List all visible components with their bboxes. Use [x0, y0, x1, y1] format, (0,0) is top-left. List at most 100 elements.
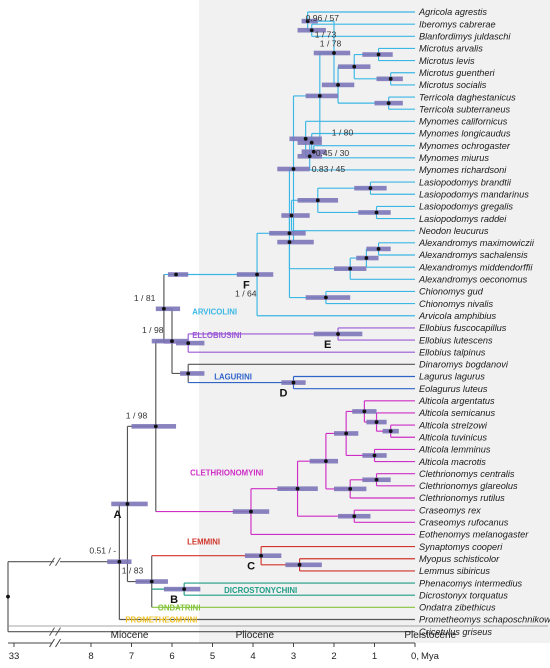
hpd-bar: [244, 553, 282, 559]
axis-tick-label: 2: [331, 651, 336, 662]
node-dot: [376, 247, 381, 251]
node-dot: [309, 140, 314, 145]
taxon-label: Alexandromys oeconomus: [418, 275, 528, 285]
node-letter: E: [324, 339, 331, 351]
hpd-bar: [167, 272, 189, 277]
axis-break-mark: [49, 627, 55, 636]
taxon-label: Ellobius fuscocapillus: [419, 323, 507, 333]
axis-break-mark: [55, 627, 61, 636]
taxon-label: Synaptomys cooperi: [419, 542, 503, 552]
taxon-label: Eothenomys melanogaster: [419, 530, 529, 540]
taxon-label: Mynomes richardsoni: [419, 165, 507, 175]
support-value: 1 / 81: [134, 293, 156, 303]
support-value: 1 / 80: [332, 128, 354, 138]
node-dot: [336, 83, 340, 87]
axis-break-mark: [55, 638, 61, 648]
node-dot: [388, 429, 393, 434]
taxon-label: Neodon leucurus: [419, 226, 489, 236]
hpd-bar: [281, 213, 310, 218]
taxon-label: Chionomys gud: [419, 287, 484, 297]
taxon-label: Microtus arvalis: [419, 44, 483, 54]
taxon-label: Alticola macrotis: [418, 457, 486, 467]
node-dot: [182, 587, 187, 592]
node-letter: B: [170, 594, 178, 606]
support-value: 1 / 83: [122, 566, 144, 576]
hpd-bar: [358, 210, 391, 215]
node-dot: [315, 198, 320, 203]
node-dot: [336, 332, 340, 336]
taxon-label: Agricola agrestis: [418, 7, 487, 17]
tribe-label: LEMMINI: [187, 538, 220, 547]
taxon-label: Alexandromys middendorffii: [418, 262, 533, 272]
support-value: 1 / 78: [320, 38, 342, 48]
axis-tick-label: 7: [129, 651, 134, 662]
taxon-label: Craseomys rufocanus: [419, 518, 509, 528]
node-letter-labels: A F E D C B: [113, 280, 331, 607]
epoch-label: Pleistocene: [404, 630, 456, 641]
support-value: 1 / 64: [235, 289, 257, 299]
node-dot: [291, 380, 296, 385]
node-dot: [289, 213, 294, 218]
node-dot: [287, 240, 292, 244]
axis-break-mark: [49, 557, 55, 566]
taxon-label: Microtus guentheri: [419, 68, 496, 78]
tribe-label: PROMETHEOMYINI: [125, 616, 197, 625]
support-value: 0.51 / -: [89, 546, 116, 556]
taxon-label: Clethrionomys centralis: [419, 469, 515, 479]
hpd-bar: [111, 501, 148, 507]
hpd-bar: [301, 18, 318, 24]
node-dot: [125, 502, 130, 506]
node-dot: [249, 509, 253, 514]
hpd-bar: [305, 93, 339, 99]
node-dot: [317, 94, 322, 98]
taxon-label: Alticola lemminus: [418, 445, 491, 455]
hpd-bar: [155, 306, 181, 312]
node-dot: [174, 272, 178, 277]
axis-tick-label: 1: [372, 651, 377, 662]
node-dot: [186, 341, 191, 345]
hpd-bar: [305, 295, 351, 300]
hpd-bar: [236, 272, 274, 277]
hpd-bar: [285, 562, 322, 568]
time-axis: 33 8 7 6 5 4 3 2 1 0, Mya Miocene Pliocene Pleistocen…: [8, 625, 548, 662]
node-dot: [324, 459, 328, 464]
hpd-bar: [309, 458, 339, 464]
taxon-label: Alexandromys maximowiczii: [418, 238, 535, 248]
taxon-label: Microtus levis: [419, 56, 475, 66]
node-dot: [362, 409, 367, 414]
support-value: 1 / 98: [142, 325, 164, 335]
hpd-bar: [269, 230, 306, 236]
node-dot: [388, 76, 393, 81]
epoch-label: Pliocene: [236, 630, 275, 641]
hpd-bar: [131, 424, 177, 429]
taxon-label: Terricola subterraneus: [419, 104, 510, 114]
node-letter: A: [113, 509, 121, 521]
node-dot: [348, 486, 353, 491]
taxon-label: Blanfordimys juldaschi: [419, 32, 511, 42]
hpd-bar: [313, 50, 351, 56]
axis-tick-label: 0,: [411, 651, 419, 662]
taxon-label: Mynomes ochrogaster: [419, 141, 511, 151]
axis-break-mark: [49, 638, 55, 648]
node-dot: [153, 424, 158, 429]
axis-break-mark: [55, 557, 61, 566]
taxon-label: Alticola argentatus: [418, 396, 495, 406]
support-labels: 0.96 / 57 1 / 731 / 78 1 / 80 0.45 / 30 0.83…: [89, 13, 353, 575]
node-dot: [386, 101, 391, 106]
taxon-label: Lasiopodomys mandarinus: [419, 189, 529, 199]
axis-tick-label: 8: [88, 651, 93, 662]
taxon-label: Mynomes californicus: [419, 117, 508, 127]
taxon-label: Iberomys cabrerae: [419, 19, 496, 29]
node-letter: F: [243, 280, 250, 292]
support-value: 1 / 73: [315, 29, 337, 39]
tribe-label: ONDATRINI: [158, 603, 201, 612]
support-value: 0.83 / 45: [312, 164, 346, 174]
taxon-label: Arvicola amphibius: [418, 311, 497, 321]
taxon-label: Craseomys rex: [419, 505, 481, 515]
hpd-bar: [163, 586, 201, 592]
taxon-label: Eolagurus luteus: [419, 384, 488, 394]
node-dot: [297, 562, 302, 567]
tribe-label: CLETHRIONOMYINI: [190, 469, 263, 478]
taxon-label: Mynomes miurus: [419, 153, 489, 163]
taxon-label: Prometheomys schaposchnikowi: [419, 615, 550, 625]
